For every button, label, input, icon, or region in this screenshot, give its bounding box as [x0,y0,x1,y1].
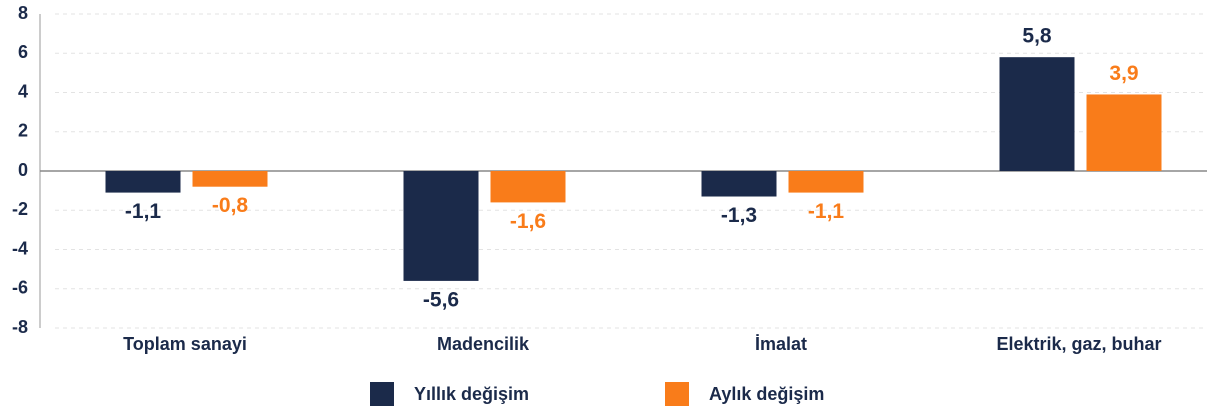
y-tick-label: 4 [18,81,28,101]
y-tick-label: 8 [18,3,28,23]
bar [105,171,181,193]
bar [701,171,777,197]
legend-label: Aylık değişim [709,384,824,404]
x-tick-label: Madencilik [437,334,530,354]
y-tick-label: -8 [12,317,28,337]
x-tick-label: Elektrik, gaz, buhar [996,334,1161,354]
y-tick-label: -6 [12,278,28,298]
bar [403,171,479,281]
bar [1086,94,1162,171]
value-label: -1,6 [510,210,546,233]
legend-swatch [370,382,394,406]
value-label: -0,8 [212,194,249,217]
y-tick-label: 6 [18,42,28,62]
legend-label: Yıllık değişim [414,384,529,404]
bar [999,57,1075,171]
value-label: -1,3 [721,204,757,227]
x-tick-label: İmalat [755,334,807,354]
bar [788,171,864,193]
y-tick-label: 0 [18,160,28,180]
value-label: 5,8 [1022,25,1052,48]
value-label: -1,1 [808,200,845,223]
y-tick-label: -2 [12,199,28,219]
y-tick-label: 2 [18,121,28,141]
x-tick-label: Toplam sanayi [123,334,247,354]
y-tick-label: -4 [12,238,28,258]
value-label: 3,9 [1109,62,1138,85]
bar [192,171,268,187]
bar [490,171,566,203]
legend-swatch [665,382,689,406]
value-label: -5,6 [423,288,459,311]
value-label: -1,1 [125,200,162,223]
